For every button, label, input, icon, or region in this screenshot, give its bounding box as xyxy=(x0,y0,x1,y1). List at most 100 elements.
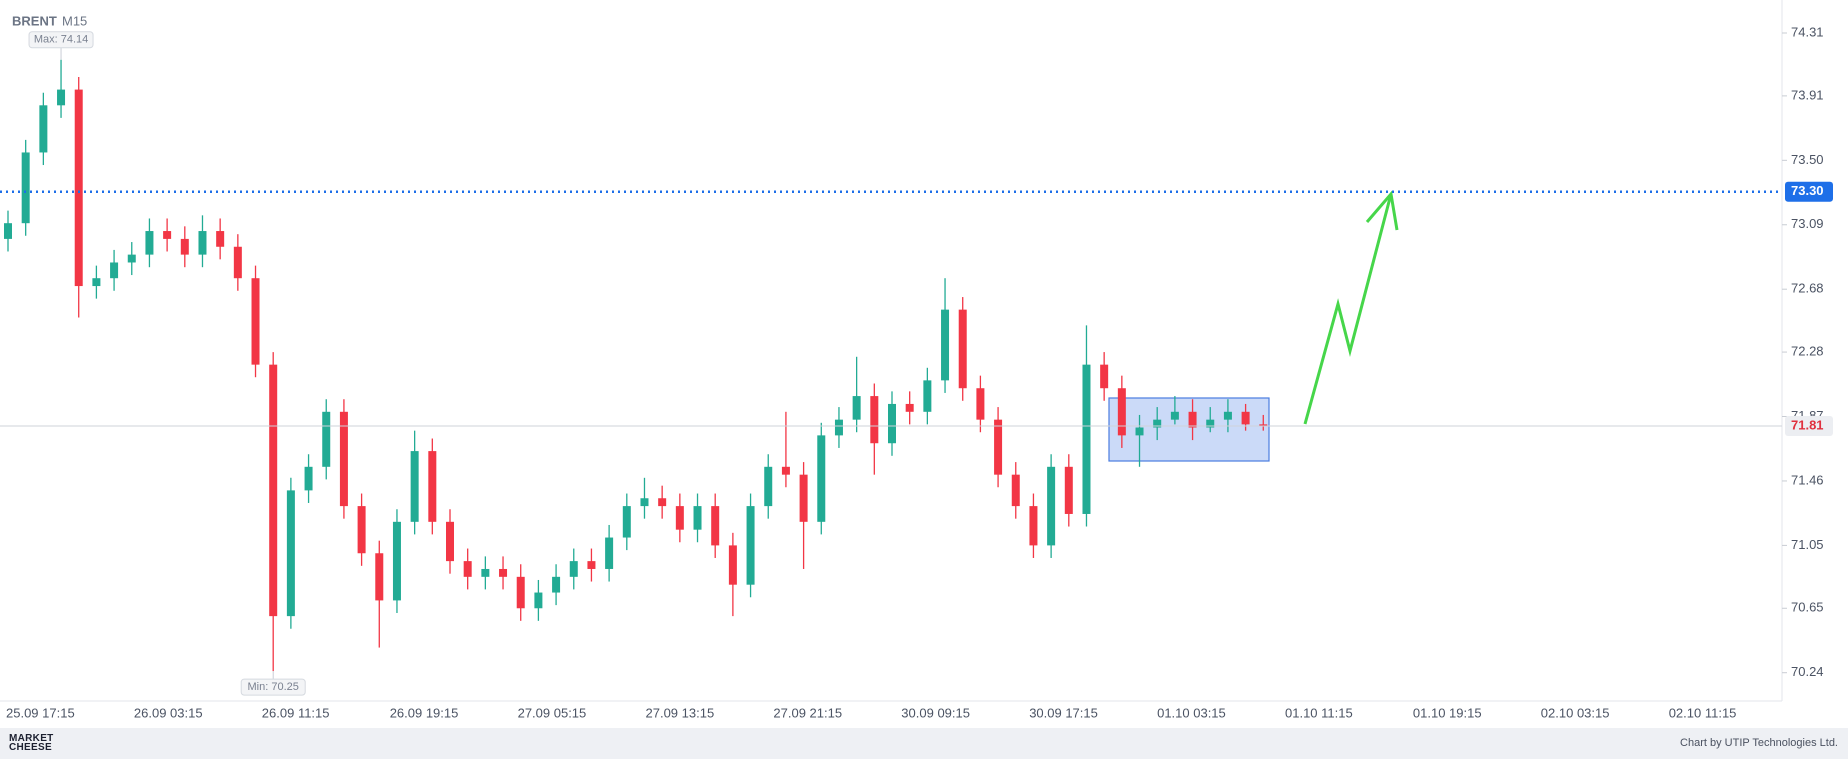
x-tick-label: 01.10 03:15 xyxy=(1157,705,1226,720)
candle-body xyxy=(39,105,48,153)
candle-body xyxy=(1047,466,1056,546)
x-tick-label: 27.09 21:15 xyxy=(773,705,842,720)
candle-body xyxy=(1117,388,1126,436)
footer: MARKET CHEESE Chart by UTIP Technologies… xyxy=(0,728,1848,759)
candle-body xyxy=(216,231,225,247)
candle-body xyxy=(145,231,154,255)
candle-body xyxy=(446,521,454,562)
candle-body xyxy=(163,231,172,239)
candle-body xyxy=(941,309,950,381)
candle-body xyxy=(198,231,207,255)
x-tick-label: 27.09 13:15 xyxy=(646,705,715,720)
x-tick-label: 26.09 19:15 xyxy=(390,705,459,720)
x-tick-label: 26.09 03:15 xyxy=(134,705,203,720)
x-tick-label: 02.10 11:15 xyxy=(1669,705,1737,720)
y-tick-label: 73.91 xyxy=(1791,87,1824,102)
candle-body xyxy=(1206,419,1215,428)
max-label: Max: 74.14 xyxy=(34,34,88,46)
candle-body xyxy=(1241,411,1250,425)
candle-body xyxy=(994,419,1003,475)
candle-body xyxy=(746,506,755,585)
x-tick-label: 25.09 17:15 xyxy=(6,705,75,720)
candle-body xyxy=(888,403,896,444)
candle-body xyxy=(622,506,631,538)
candle-body xyxy=(481,568,490,577)
candle-body xyxy=(304,466,313,491)
candle-body xyxy=(870,396,879,444)
candle-body xyxy=(233,246,242,279)
candle-body xyxy=(852,396,861,420)
arrow-head xyxy=(1365,190,1399,231)
y-tick-label: 73.09 xyxy=(1791,216,1824,231)
x-tick-label: 01.10 19:15 xyxy=(1413,705,1482,720)
candle-body xyxy=(1153,419,1162,428)
last-price-label: 71.81 xyxy=(1791,417,1824,432)
candle-body xyxy=(127,254,136,263)
candle-body xyxy=(1259,424,1268,426)
candle-body xyxy=(1170,411,1179,420)
candle-body xyxy=(1011,474,1020,507)
candle-body xyxy=(57,89,66,106)
candle-body xyxy=(1082,364,1091,514)
candle-body xyxy=(357,506,366,554)
candle-body xyxy=(817,435,826,522)
candle-body xyxy=(428,451,437,522)
candle-body xyxy=(1064,466,1073,514)
candle-body xyxy=(675,506,684,530)
candle-body xyxy=(1223,411,1232,420)
candle-body xyxy=(905,403,914,412)
y-tick-label: 74.31 xyxy=(1791,24,1824,39)
candle-body xyxy=(799,474,808,522)
x-tick-label: 30.09 17:15 xyxy=(1029,705,1098,720)
symbol: BRENT xyxy=(12,13,57,28)
y-tick-label: 73.50 xyxy=(1791,152,1824,167)
candle-body xyxy=(339,411,348,507)
last-price-tag xyxy=(1785,415,1833,436)
candle-body xyxy=(322,411,331,467)
chart: BRENT M15 74.31 73.91 73.50 73.09 72.68 72.28… xyxy=(0,0,1833,720)
y-tick-label: 71.46 xyxy=(1791,472,1824,487)
min-tag xyxy=(240,678,306,696)
candle-body xyxy=(958,309,967,389)
x-tick-label: 26.09 11:15 xyxy=(262,705,330,720)
candle-body xyxy=(711,506,720,546)
candle-body xyxy=(4,223,12,239)
candle-body xyxy=(640,498,649,507)
y-tick-label: 72.68 xyxy=(1791,281,1824,296)
candle-body xyxy=(499,568,508,577)
x-tick-label: 27.09 05:15 xyxy=(518,705,587,720)
candle-body xyxy=(410,451,419,522)
candle-body xyxy=(605,537,614,569)
logo: MARKET CHEESE xyxy=(9,733,54,753)
candle-body xyxy=(251,278,260,365)
candle-body xyxy=(463,561,472,577)
credit: Chart by UTIP Technologies Ltd. xyxy=(1680,737,1838,749)
candle-body xyxy=(1188,411,1197,428)
x-tick-label: 02.10 03:15 xyxy=(1541,705,1610,720)
candle-body xyxy=(516,576,525,609)
candle-body xyxy=(110,262,119,279)
level-label: 73.30 xyxy=(1791,183,1824,198)
candle-body xyxy=(375,553,384,601)
y-tick-label: 70.65 xyxy=(1791,600,1824,615)
candle-body xyxy=(658,498,667,507)
candle-body xyxy=(21,152,30,224)
candle-body xyxy=(534,592,543,609)
candle-body xyxy=(392,521,401,601)
timeframe: M15 xyxy=(62,13,87,28)
y-tick-label: 71.05 xyxy=(1791,537,1824,552)
candle-body xyxy=(764,466,773,507)
candle-body xyxy=(286,490,295,617)
candle-body xyxy=(1135,427,1144,436)
y-tick-label: 70.24 xyxy=(1791,664,1824,679)
x-tick-label: 30.09 09:15 xyxy=(901,705,970,720)
candle-body xyxy=(1100,364,1109,389)
candle-body xyxy=(834,419,843,436)
candle-body xyxy=(269,364,278,617)
candle-body xyxy=(693,506,702,530)
candle-body xyxy=(728,545,737,585)
candle-body xyxy=(92,278,101,287)
candle-body xyxy=(976,388,985,420)
x-tick-label: 01.10 11:15 xyxy=(1285,705,1353,720)
